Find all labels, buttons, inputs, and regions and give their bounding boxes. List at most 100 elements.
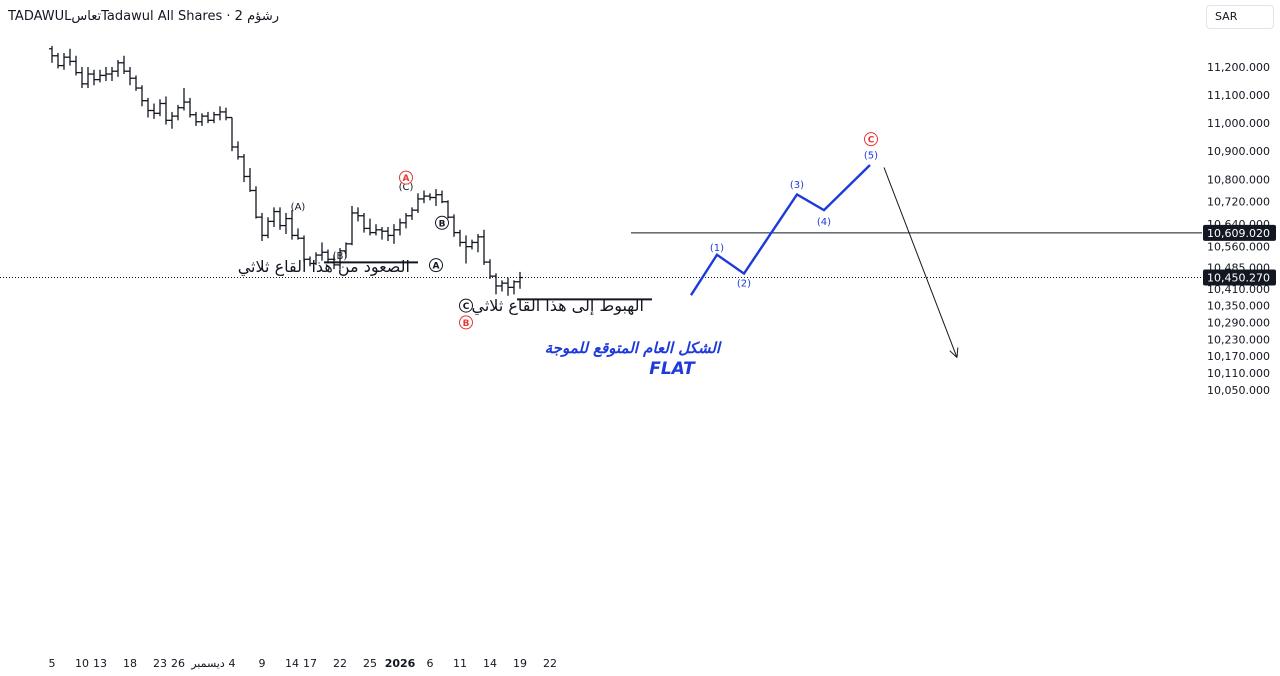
ohlc-bar [415, 193, 421, 213]
ohlc-bar [205, 111, 211, 124]
ohlc-bar [133, 75, 139, 91]
ohlc-bar [343, 242, 349, 258]
time-axis-label: 14 [483, 657, 497, 670]
ohlc-bar [157, 99, 163, 117]
ohlc-bar [55, 52, 61, 69]
ohlc-bar [109, 67, 115, 82]
wave-label-text: B [439, 219, 446, 229]
time-axis-label: 11 [453, 657, 467, 670]
ohlc-bar [61, 52, 67, 70]
wave-label: (1) [710, 243, 724, 254]
currency-button[interactable]: SAR [1206, 5, 1274, 29]
forecast-impulse-wave [689, 164, 871, 296]
wave-label-circled: B [459, 315, 473, 330]
ohlc-bar [505, 277, 511, 296]
chart-annotation-text: FLAT [649, 359, 696, 379]
time-axis-label: 6 [427, 657, 434, 670]
ohlc-bar [499, 280, 505, 292]
ohlc-bar [139, 85, 145, 107]
time-axis-label: 19 [513, 657, 527, 670]
price-axis-label: 10,800.000 [1207, 173, 1270, 186]
price-axis-label: 10,230.000 [1207, 333, 1270, 346]
ohlc-bar [457, 229, 463, 247]
wave-label-ring [459, 298, 473, 313]
arrow-head [949, 350, 958, 358]
price-axis-label: 10,410.000 [1207, 283, 1270, 296]
wave-label: (4) [817, 217, 831, 228]
wave-label-ring [429, 258, 443, 273]
time-axis: 5 10 13 18 23 26 ديسمبر 4 9 14 17 22 25 2026 6 11 14 19 22 [49, 657, 558, 670]
ohlc-bar [163, 96, 169, 125]
ohlc-bar [469, 239, 475, 250]
symbol-title: Tadawul All Shares · 2 رشؤم [101, 9, 280, 24]
chart-annotation-text: الهبوط إلى هذا القاع ثلاثي [472, 296, 645, 316]
wave-label-circled: A [399, 170, 413, 185]
ohlc-bar [361, 212, 367, 233]
price-axis-label: 10,170.000 [1207, 350, 1270, 363]
ohlc-bar [151, 103, 157, 119]
time-axis-label: 17 [303, 657, 317, 670]
wave-label: (3) [790, 180, 804, 191]
exchange-label: TADAWUL [8, 9, 72, 24]
time-axis-label: 9 [259, 657, 266, 670]
ohlc-bar [103, 67, 109, 82]
ohlc-bar [355, 207, 361, 222]
ohlc-bar [421, 190, 427, 204]
wave-label: (B) [333, 251, 348, 262]
price-tag: 10,450.270 [1203, 269, 1276, 286]
arrow-head [956, 347, 959, 358]
time-axis-label: 10 [75, 657, 89, 670]
time-axis-label: 23 [153, 657, 167, 670]
ohlc-bar [511, 280, 517, 295]
ohlc-bar [73, 55, 79, 76]
wave-label-circled: C [459, 298, 473, 313]
wave-label-text: A [433, 262, 440, 272]
time-axis-label: 18 [123, 657, 137, 670]
ohlc-bar [475, 234, 481, 253]
wave-label: (A) [291, 202, 306, 213]
wave-label-ring [864, 132, 878, 147]
price-tag: 10,609.020 [1203, 224, 1276, 241]
ohlc-bar [115, 59, 121, 77]
ohlc-bar [193, 111, 199, 126]
ohlc-bar [325, 249, 331, 264]
ohlc-bar [403, 212, 409, 229]
time-axis-label: 5 [49, 657, 56, 670]
ohlc-bar [85, 67, 91, 89]
wave-label-circled: A [429, 258, 443, 273]
ohlc-bar [49, 45, 55, 63]
ohlc-bar [97, 69, 103, 83]
ohlc-bar [241, 154, 247, 183]
price-tag-bg [1203, 269, 1276, 286]
price-axis-label: 10,560.000 [1207, 241, 1270, 254]
ohlc-bar [307, 256, 313, 267]
wave-label: (C) [399, 182, 414, 193]
ohlc-bar [283, 212, 289, 235]
time-axis-label: 22 [333, 657, 347, 670]
time-axis-label: 14 [285, 657, 299, 670]
chart-annotation-text: الصعود من هذا القاع ثلاثي [238, 257, 410, 277]
ohlc-bar [517, 271, 523, 289]
ohlc-bars [49, 45, 523, 296]
ohlc-bar [127, 67, 133, 86]
ohlc-bar [481, 229, 487, 265]
ohlc-bar [463, 235, 469, 264]
price-axis-label: 11,000.000 [1207, 117, 1270, 130]
price-tag-text: 10,450.270 [1207, 271, 1270, 284]
time-axis-label: ديسمبر [190, 657, 225, 670]
wave-label-ring [459, 315, 473, 330]
price-axis-label: 11,200.000 [1207, 61, 1270, 74]
wave-label-ring [399, 170, 413, 185]
ohlc-bar [271, 207, 277, 227]
ohlc-bar [367, 218, 373, 236]
ohlc-bar [199, 113, 205, 126]
ohlc-bar [433, 189, 439, 206]
ohlc-bar [277, 207, 283, 230]
price-axis-label: 10,350.000 [1207, 300, 1270, 313]
wave-label-text: C [463, 302, 470, 312]
price-axis-label: 11,100.000 [1207, 89, 1270, 102]
wave-label-text: C [868, 136, 875, 146]
ohlc-bar [169, 111, 175, 129]
ohlc-bar [223, 107, 229, 121]
